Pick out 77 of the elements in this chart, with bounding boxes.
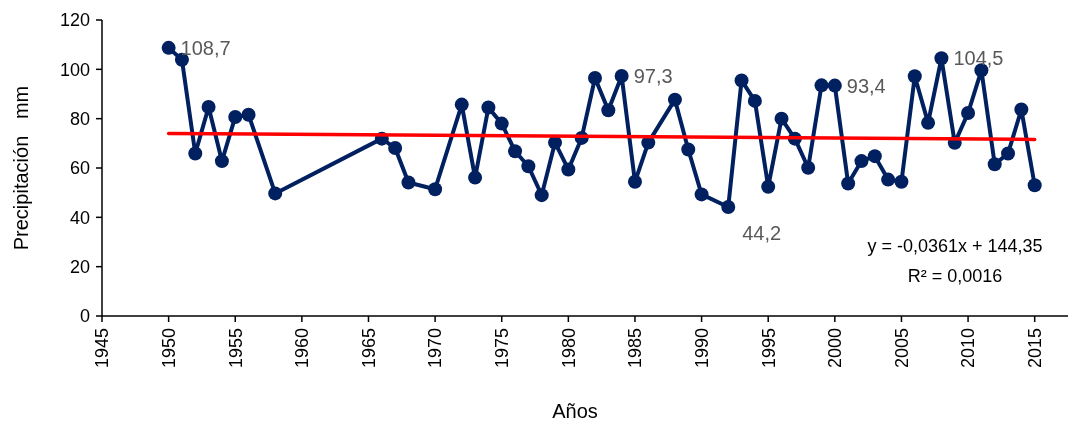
x-tick-label: 1955: [225, 328, 246, 369]
point: [934, 51, 949, 66]
point: [907, 69, 922, 84]
point: [867, 149, 882, 164]
x-tick-label: 2005: [891, 328, 912, 369]
point: [614, 68, 629, 83]
point: [228, 109, 243, 124]
point: [1014, 102, 1029, 117]
x-axis-title: Años: [552, 400, 598, 422]
annotation: R² = 0,0016: [907, 266, 1003, 286]
x-tick-label: 1960: [292, 328, 313, 369]
x-tick-label: 2010: [958, 328, 979, 369]
point: [481, 100, 496, 115]
point: [681, 142, 696, 157]
point: [827, 78, 842, 93]
x-tick-label: 2015: [1024, 328, 1045, 369]
y-tick-label: 60: [69, 158, 90, 179]
point: [201, 100, 216, 115]
x-tick-label: 1980: [558, 328, 579, 369]
point: [774, 111, 789, 126]
y-tick-label: 100: [59, 59, 90, 80]
point: [534, 188, 549, 203]
point: [521, 159, 536, 174]
point: [468, 170, 483, 185]
point: [627, 174, 642, 189]
point: [268, 186, 283, 201]
point: [494, 116, 509, 131]
point: [401, 175, 416, 190]
point: [761, 179, 776, 194]
point: [881, 172, 896, 187]
point: [561, 162, 576, 177]
point: [747, 93, 762, 108]
point: [987, 157, 1002, 172]
point: [667, 92, 682, 107]
x-tick-label: 1995: [758, 328, 779, 369]
x-tick-label: 1990: [691, 328, 712, 369]
y-tick-label: 80: [69, 108, 90, 129]
y-axis-title: Precipitación mm: [10, 85, 32, 251]
point: [841, 176, 856, 191]
annotation: y = -0,0361x + 144,35: [867, 236, 1043, 256]
point: [508, 144, 523, 159]
point: [587, 70, 602, 85]
y-tick-label: 120: [59, 10, 90, 31]
annotation: 108,7: [180, 36, 231, 59]
point: [428, 182, 443, 197]
point: [214, 154, 229, 169]
x-tick-label: 1945: [92, 328, 113, 369]
y-tick-label: 20: [69, 256, 90, 277]
point: [241, 107, 256, 122]
x-tick-label: 1970: [425, 328, 446, 369]
point: [601, 103, 616, 118]
point: [961, 105, 976, 120]
x-tick-label: 1950: [158, 328, 179, 369]
x-tick-label: 2000: [825, 328, 846, 369]
point: [161, 40, 176, 55]
x-tick-label: 1985: [625, 328, 646, 369]
annotation: 104,5: [953, 47, 1004, 70]
point: [388, 141, 403, 156]
point: [188, 146, 203, 161]
point: [921, 115, 936, 130]
annotation: 44,2: [742, 221, 782, 244]
point: [734, 73, 749, 88]
annotation: 97,3: [633, 64, 673, 87]
point: [454, 97, 469, 112]
point: [854, 154, 869, 169]
point: [814, 78, 829, 93]
point: [694, 187, 709, 202]
y-tick-label: 0: [79, 306, 90, 327]
x-tick-label: 1975: [492, 328, 513, 369]
point: [894, 174, 909, 189]
point: [1027, 178, 1042, 193]
x-tick-label: 1965: [358, 328, 379, 369]
point: [721, 199, 736, 214]
point: [801, 160, 816, 175]
annotation: 93,4: [846, 74, 886, 97]
y-tick-label: 40: [69, 207, 90, 228]
point: [1001, 146, 1016, 161]
